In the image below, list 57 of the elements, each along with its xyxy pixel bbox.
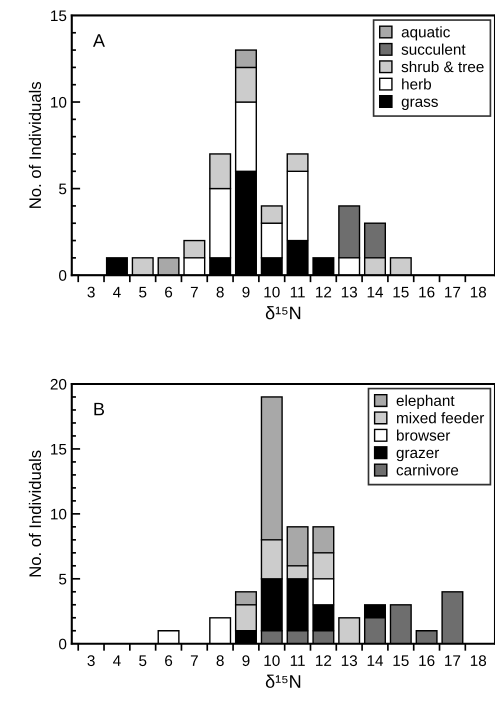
y-axis-title: No. of Individuals bbox=[28, 450, 42, 576]
y-tick-label: 0 bbox=[59, 638, 66, 650]
y-tick-label: 5 bbox=[59, 184, 66, 194]
x-tick-label: 4 bbox=[113, 655, 121, 666]
x-tick-label: 4 bbox=[113, 286, 121, 298]
y-tick-label: 15 bbox=[51, 10, 66, 22]
x-tick-label: 14 bbox=[368, 655, 384, 666]
x-tick-label: 6 bbox=[165, 655, 172, 666]
x-tick-label: 8 bbox=[216, 286, 224, 298]
x-tick-label: 10 bbox=[264, 286, 280, 298]
x-axis-title: δ¹⁵N bbox=[266, 674, 300, 688]
x-tick-label: 8 bbox=[216, 655, 224, 666]
x-tick-label: 6 bbox=[165, 286, 172, 298]
x-tick-label: 13 bbox=[342, 286, 358, 298]
x-tick-label: 18 bbox=[470, 655, 486, 666]
legend-label: elephant bbox=[396, 394, 454, 410]
annotation: A bbox=[92, 34, 105, 47]
x-axis-title: δ¹⁵N bbox=[266, 306, 300, 320]
legend-label: shrub & tree bbox=[402, 60, 484, 72]
x-tick-label: 3 bbox=[87, 286, 95, 298]
x-tick-label: 18 bbox=[470, 286, 486, 298]
legend-label: mixed feeder bbox=[397, 412, 484, 424]
x-tick-label: 14 bbox=[368, 286, 384, 298]
x-tick-label: 7 bbox=[190, 655, 198, 666]
legend-label: browser bbox=[396, 430, 450, 441]
legend-label: herb bbox=[402, 78, 432, 90]
legend-label: carnivore bbox=[396, 464, 458, 476]
y-tick-label: 20 bbox=[50, 378, 66, 390]
x-tick-label: 16 bbox=[419, 286, 434, 298]
x-tick-label: 15 bbox=[393, 286, 409, 298]
y-tick-label: 5 bbox=[59, 574, 66, 584]
legend-label: grazer bbox=[396, 450, 440, 462]
x-tick-label: 11 bbox=[290, 655, 305, 666]
legend-label: aquatic bbox=[402, 26, 450, 40]
x-tick-label: 5 bbox=[139, 286, 146, 298]
x-tick-label: 16 bbox=[419, 655, 434, 666]
y-tick-label: 0 bbox=[59, 270, 66, 281]
x-tick-label: 3 bbox=[87, 655, 95, 666]
y-tick-label: 15 bbox=[51, 444, 66, 455]
x-tick-label: 17 bbox=[445, 286, 460, 298]
x-tick-label: 5 bbox=[139, 655, 146, 666]
x-tick-label: 9 bbox=[242, 655, 250, 666]
legend-label: succulent bbox=[402, 44, 466, 55]
y-tick-label: 10 bbox=[51, 508, 66, 520]
x-tick-label: 10 bbox=[264, 655, 280, 666]
legend-label: grass bbox=[402, 98, 438, 110]
annotation: B bbox=[94, 402, 104, 416]
x-tick-label: 12 bbox=[316, 655, 332, 666]
x-tick-label: 15 bbox=[393, 655, 409, 666]
x-tick-label: 11 bbox=[290, 286, 305, 298]
y-axis-title: No. of Individuals bbox=[28, 82, 42, 208]
x-tick-label: 13 bbox=[342, 655, 358, 666]
y-tick-label: 10 bbox=[51, 96, 66, 108]
x-tick-label: 17 bbox=[445, 655, 460, 666]
x-tick-label: 12 bbox=[316, 286, 332, 298]
x-tick-label: 7 bbox=[190, 286, 198, 298]
x-tick-label: 9 bbox=[242, 286, 250, 298]
